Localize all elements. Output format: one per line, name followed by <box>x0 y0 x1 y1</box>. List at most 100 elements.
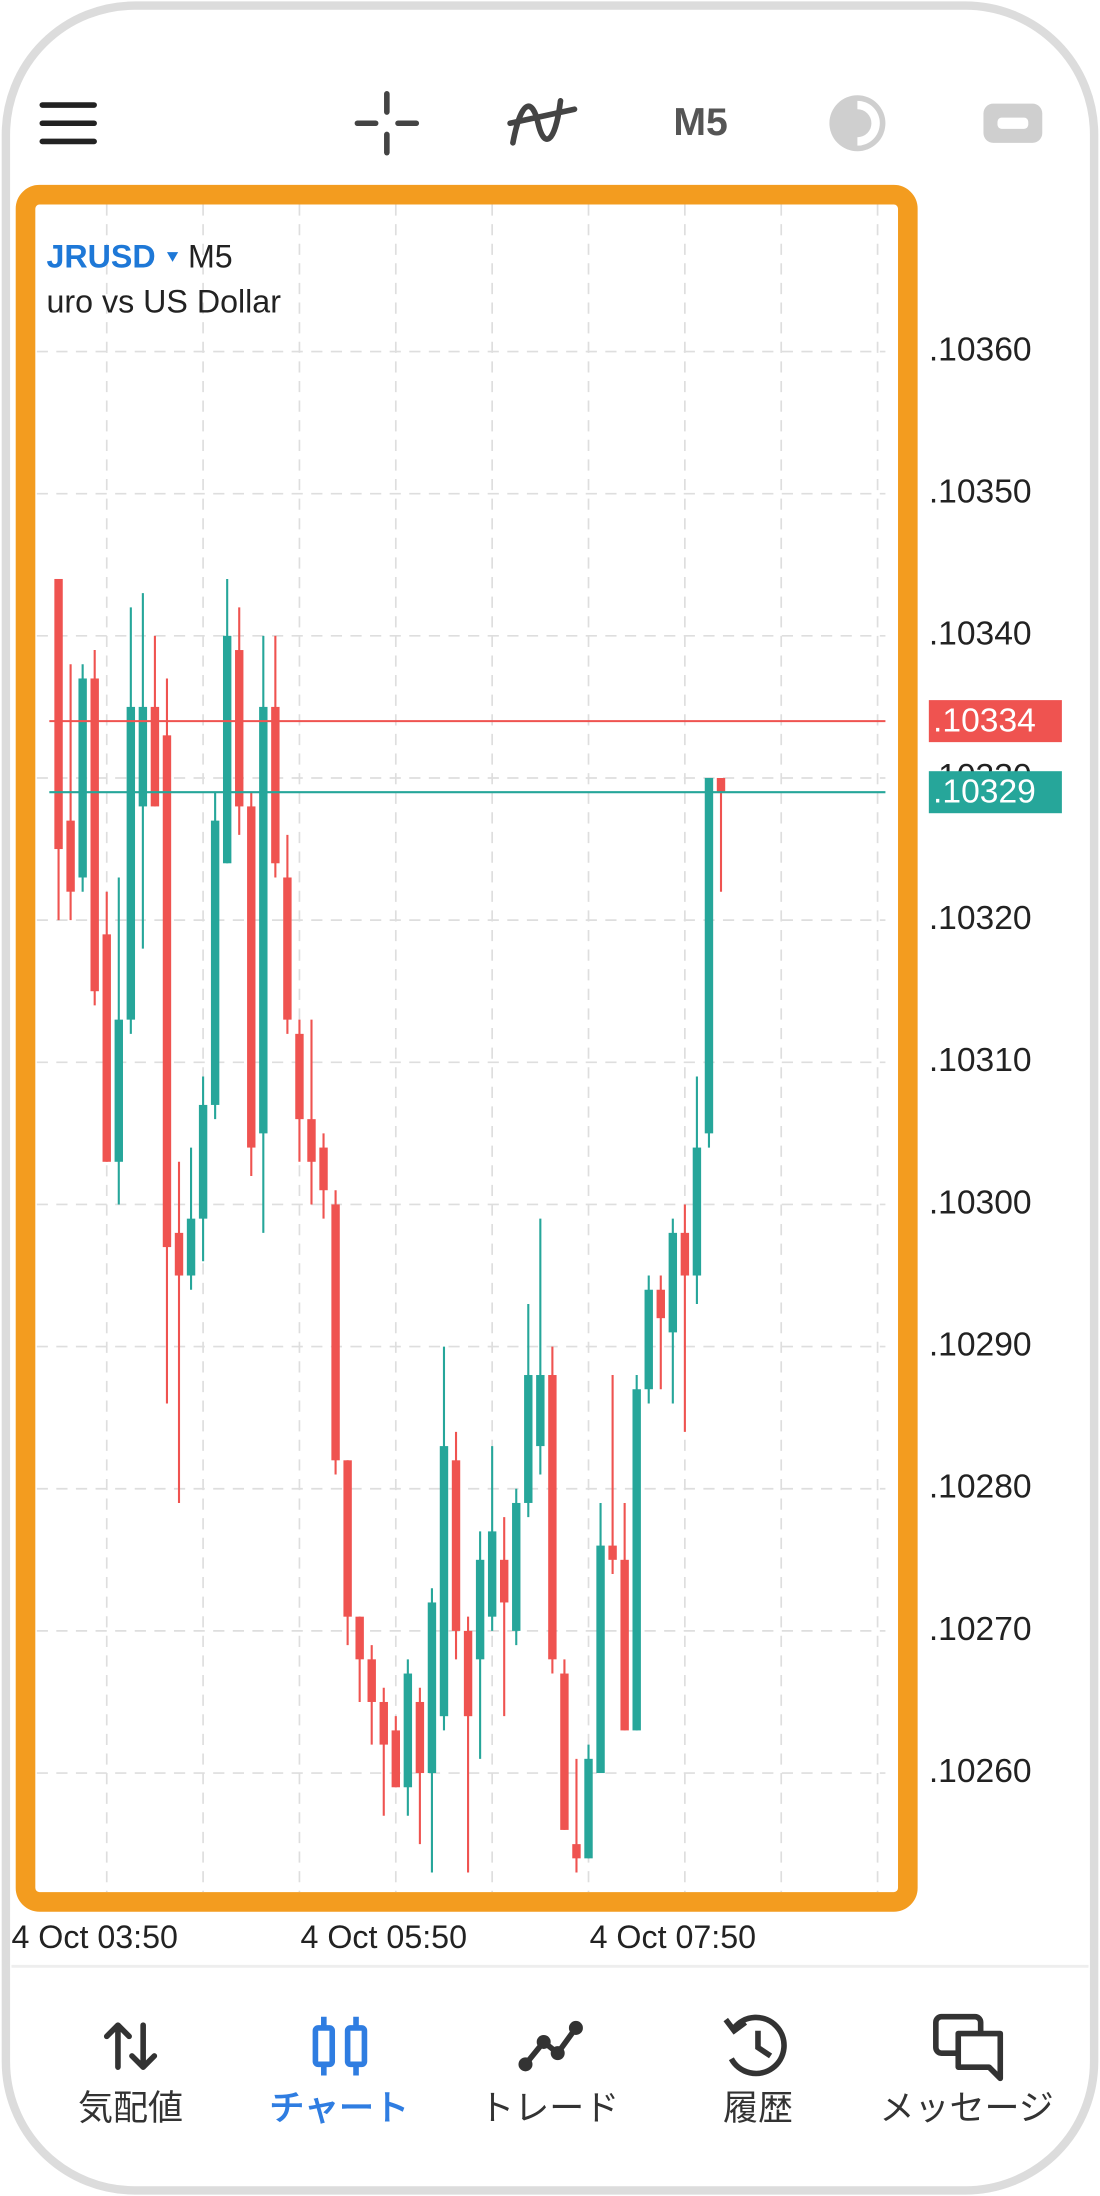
candle-body <box>427 1602 437 1774</box>
candle-body <box>295 1033 304 1120</box>
messages-tab[interactable]: メッセージ <box>879 2013 1054 2128</box>
y-tick-label: .10340 <box>929 616 1032 653</box>
time-axis: 4 Oct 03:50 4 Oct 05:50 4 Oct 07:50 <box>11 1919 756 1955</box>
x-tick-label: 4 Oct 03:50 <box>11 1919 178 1955</box>
price-tag <box>928 700 1062 743</box>
candle-body <box>186 1218 196 1276</box>
candle-body <box>632 1389 641 1731</box>
nav-label: メッセージ <box>879 2089 1053 2128</box>
price-tag <box>928 771 1062 814</box>
candle-body <box>235 650 244 807</box>
candle-body <box>560 1673 569 1830</box>
y-tick-label: .10320 <box>929 900 1032 937</box>
candle-body <box>644 1289 653 1390</box>
candle-body <box>174 1232 184 1276</box>
candle-body <box>536 1375 545 1447</box>
y-tick-label: .10280 <box>929 1469 1032 1506</box>
candle-body <box>198 1104 208 1219</box>
candle-body <box>596 1545 605 1774</box>
y-tick-label: .10260 <box>929 1753 1032 1790</box>
symbol-legend: JRUSD M5 uro vs US Dollar <box>47 239 282 320</box>
candle-body <box>367 1659 376 1702</box>
candle-body <box>210 820 220 1105</box>
nav-label: 履歴 <box>723 2089 793 2128</box>
chart-highlight <box>15 184 918 1912</box>
nav-label: トレード <box>479 2089 619 2128</box>
candles <box>49 578 886 1873</box>
candle-body <box>451 1460 461 1631</box>
candle-body <box>716 777 726 793</box>
symbol-dropdown[interactable] <box>166 252 179 262</box>
candle-body <box>680 1232 690 1276</box>
candle-body <box>126 706 136 1020</box>
candle-body <box>355 1616 364 1660</box>
candle-body <box>102 934 111 1162</box>
price-tag-label: .10329 <box>933 773 1036 810</box>
candle-body <box>271 706 280 864</box>
price-tag-label: .10334 <box>933 702 1036 739</box>
y-tick-label: .10290 <box>929 1326 1032 1363</box>
y-tick-label: .10350 <box>929 474 1032 511</box>
candle-body <box>668 1232 678 1333</box>
timeframe-button[interactable]: M5 <box>673 101 727 144</box>
candle-body <box>463 1630 473 1717</box>
x-tick-label: 4 Oct 07:50 <box>590 1919 757 1955</box>
candle-body <box>572 1844 581 1859</box>
candle-body <box>150 706 160 807</box>
candle-body <box>487 1531 497 1617</box>
candle-body <box>319 1147 328 1191</box>
candle-body <box>54 578 63 850</box>
nav-label: チャート <box>269 2089 409 2128</box>
history-tab[interactable]: 履歴 <box>723 2014 793 2128</box>
candle-body <box>331 1204 340 1461</box>
candle-body <box>90 678 99 992</box>
y-tick-label: .10300 <box>929 1184 1032 1221</box>
candle-body <box>307 1119 316 1162</box>
candle-body <box>620 1559 629 1731</box>
chart-tab[interactable]: チャート <box>269 2016 409 2128</box>
trade-tab[interactable]: トレード <box>479 2020 619 2128</box>
candle-body <box>138 706 148 807</box>
candle-body <box>379 1701 388 1745</box>
candle-body <box>524 1375 533 1503</box>
y-tick-label: .10270 <box>929 1611 1032 1648</box>
y-tick-label: .10310 <box>929 1042 1032 1079</box>
y-tick-label: .10360 <box>929 331 1032 368</box>
candle-body <box>704 777 714 1134</box>
symbol-description: uro vs US Dollar <box>47 283 282 319</box>
candle-body <box>283 877 292 1020</box>
candle-body <box>162 735 172 1248</box>
candle-body <box>500 1559 509 1603</box>
candle-body <box>78 678 87 878</box>
candle-body <box>403 1673 413 1788</box>
crosshair-button[interactable] <box>354 91 420 156</box>
candle-body <box>391 1730 401 1788</box>
candle-body <box>475 1559 485 1660</box>
symbol[interactable]: JRUSD <box>47 239 156 275</box>
clock-button[interactable] <box>829 95 886 152</box>
quotes-tab[interactable]: 気配値 <box>78 2022 183 2128</box>
candle-body <box>114 1019 123 1162</box>
bottom-nav: 気配値 チャート トレード 履歴 メッセージ <box>78 2013 1054 2128</box>
candle-body <box>222 635 232 864</box>
indicators-button[interactable] <box>507 98 578 146</box>
candle-body <box>66 820 75 892</box>
candle-body <box>512 1502 521 1631</box>
candle-body <box>548 1375 557 1660</box>
x-tick-label: 4 Oct 05:50 <box>301 1919 468 1955</box>
candle-body <box>656 1289 665 1319</box>
candle-body <box>343 1460 352 1617</box>
nav-label: 気配値 <box>78 2089 183 2128</box>
candle-body <box>439 1446 449 1717</box>
menu-button[interactable] <box>39 102 97 145</box>
candle-body <box>584 1758 593 1859</box>
link-button[interactable] <box>983 103 1043 143</box>
legend-timeframe: M5 <box>188 239 233 275</box>
price-axis: .10360.10350.10340.10330.10320.10310.103… <box>928 331 1062 1790</box>
candle-body <box>692 1147 702 1276</box>
candle-body <box>415 1701 425 1774</box>
toolbar: M5 <box>39 91 1043 156</box>
candle-body <box>247 806 256 1148</box>
